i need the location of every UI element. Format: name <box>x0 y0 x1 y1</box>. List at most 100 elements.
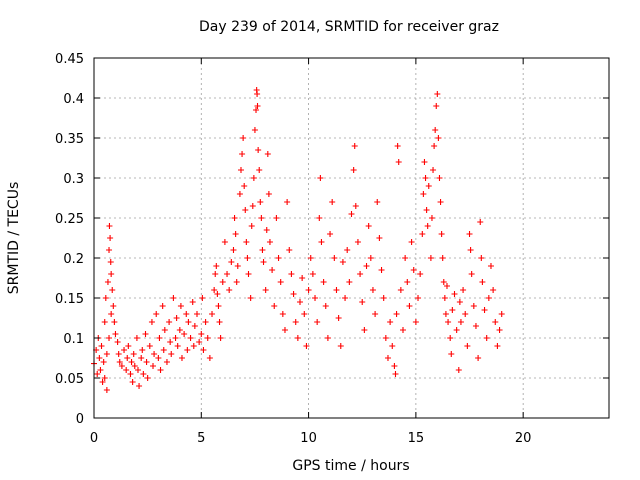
data-point <box>419 231 426 237</box>
data-point <box>161 327 168 333</box>
data-point <box>393 311 400 317</box>
data-point <box>324 335 331 341</box>
data-point <box>209 311 216 317</box>
data-point <box>177 303 184 309</box>
data-point <box>136 383 143 389</box>
data-point <box>318 239 325 245</box>
data-point <box>110 303 117 309</box>
data-point <box>166 319 173 325</box>
data-point <box>281 327 288 333</box>
data-point <box>436 175 443 181</box>
data-point <box>102 295 109 301</box>
data-point <box>404 279 411 285</box>
data-point <box>106 223 113 229</box>
data-point <box>155 355 162 361</box>
data-point <box>428 215 435 221</box>
data-point <box>273 215 280 221</box>
y-tick-label: 0.25 <box>55 212 84 227</box>
data-point <box>127 371 134 377</box>
data-point <box>258 215 265 221</box>
data-point <box>265 191 272 197</box>
data-point <box>424 223 431 229</box>
data-point <box>363 263 370 269</box>
data-point <box>477 219 484 225</box>
data-point <box>445 319 452 325</box>
data-point <box>133 335 140 341</box>
data-point <box>243 239 250 245</box>
data-point <box>123 367 130 373</box>
data-point <box>187 335 194 341</box>
data-point <box>266 239 273 245</box>
data-point <box>417 271 424 277</box>
data-point <box>259 247 266 253</box>
data-point <box>456 299 463 305</box>
data-point <box>143 359 150 365</box>
data-point <box>288 271 295 277</box>
data-point <box>380 295 387 301</box>
data-point <box>337 343 344 349</box>
data-point <box>128 359 135 365</box>
data-point <box>284 199 291 205</box>
data-point <box>440 279 447 285</box>
data-point <box>215 303 222 309</box>
data-point <box>163 359 170 365</box>
data-point <box>483 335 490 341</box>
data-point <box>189 299 196 305</box>
data-point <box>327 231 334 237</box>
data-point <box>167 339 174 345</box>
data-point <box>107 259 114 265</box>
y-tick-label: 0.2 <box>63 252 84 267</box>
data-point <box>101 375 108 381</box>
data-point <box>146 343 153 349</box>
x-tick-label: 10 <box>300 431 317 446</box>
data-point <box>230 247 237 253</box>
data-point <box>108 271 115 277</box>
data-point <box>242 207 249 213</box>
data-point <box>496 327 503 333</box>
data-point <box>263 227 270 233</box>
data-point <box>447 335 454 341</box>
data-point <box>309 271 316 277</box>
data-point <box>151 351 158 357</box>
data-point <box>354 239 361 245</box>
data-point <box>269 267 276 273</box>
data-point <box>262 287 269 293</box>
data-point <box>464 343 471 349</box>
data-point <box>466 231 473 237</box>
data-point <box>333 287 340 293</box>
chart-title: Day 239 of 2014, SRMTID for receiver gra… <box>199 19 499 35</box>
plot-frame <box>93 57 610 419</box>
data-point <box>131 363 138 369</box>
data-point <box>198 331 205 337</box>
grid-lines <box>94 58 609 418</box>
data-point <box>412 319 419 325</box>
data-point <box>140 371 147 377</box>
data-point <box>271 303 278 309</box>
data-point <box>314 319 321 325</box>
data-point <box>226 287 233 293</box>
data-point <box>470 303 477 309</box>
data-point <box>213 263 220 269</box>
data-point <box>97 367 104 373</box>
data-point <box>344 247 351 253</box>
data-point <box>430 167 437 173</box>
data-point <box>457 319 464 325</box>
data-point <box>234 263 241 269</box>
data-point <box>264 151 271 157</box>
data-point <box>299 275 306 281</box>
y-tick-label: 0.05 <box>55 372 84 387</box>
data-point <box>114 339 121 345</box>
data-point <box>408 239 415 245</box>
data-point <box>157 367 164 373</box>
data-point <box>160 347 167 353</box>
data-point <box>116 359 123 365</box>
data-point <box>173 315 180 321</box>
data-point <box>286 247 293 253</box>
data-point <box>257 199 264 205</box>
data-point <box>260 259 267 265</box>
data-point <box>382 335 389 341</box>
y-axis-label: SRMTID / TECUs <box>6 182 22 295</box>
data-point <box>256 167 263 173</box>
data-point <box>490 287 497 293</box>
